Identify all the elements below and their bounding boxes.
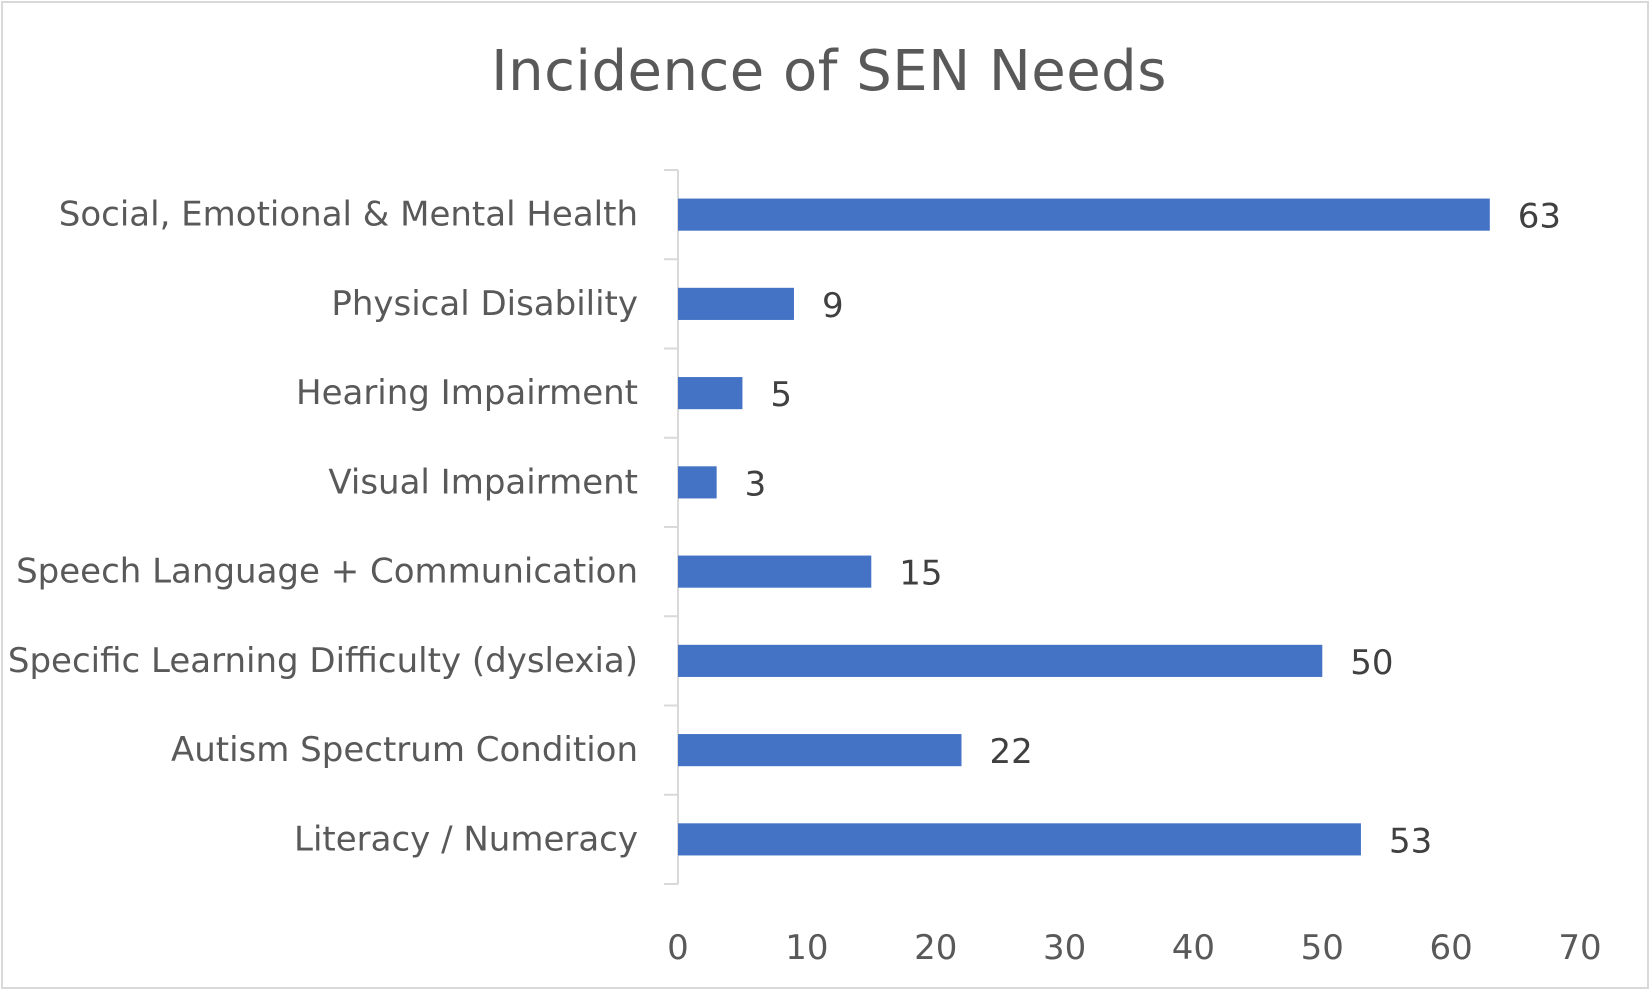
bar <box>678 555 872 588</box>
category-label: Social, Emotional & Mental Health <box>59 195 638 235</box>
bar <box>678 466 717 499</box>
category-label: Specific Learning Difficulty (dyslexia) <box>8 641 638 681</box>
category-label: Hearing Impairment <box>296 373 638 413</box>
x-tick-label: 60 <box>1430 928 1473 968</box>
bar <box>678 198 1490 231</box>
data-label: 63 <box>1518 197 1561 237</box>
data-label: 9 <box>822 286 844 326</box>
data-label: 50 <box>1350 643 1393 683</box>
x-tick-label: 40 <box>1172 928 1215 968</box>
category-label: Autism Spectrum Condition <box>171 730 638 770</box>
bar <box>678 377 743 410</box>
x-tick-label: 70 <box>1558 928 1601 968</box>
category-label: Speech Language + Communication <box>16 552 638 592</box>
x-tick-label: 50 <box>1301 928 1344 968</box>
data-label: 15 <box>899 554 942 594</box>
data-label: 22 <box>989 732 1032 772</box>
chart-title: Incidence of SEN Needs <box>491 39 1167 104</box>
category-label: Literacy / Numeracy <box>294 819 638 859</box>
x-tick-label: 0 <box>667 928 689 968</box>
bar <box>678 287 794 320</box>
data-label: 5 <box>770 375 792 415</box>
x-tick-label: 10 <box>785 928 828 968</box>
category-label: Visual Impairment <box>328 462 638 502</box>
data-label: 3 <box>745 464 767 504</box>
x-tick-label: 30 <box>1043 928 1086 968</box>
data-label: 53 <box>1389 821 1432 861</box>
x-tick-label: 20 <box>914 928 957 968</box>
bar <box>678 644 1323 677</box>
bar <box>678 734 962 767</box>
category-label: Physical Disability <box>331 284 638 324</box>
bar <box>678 823 1361 856</box>
